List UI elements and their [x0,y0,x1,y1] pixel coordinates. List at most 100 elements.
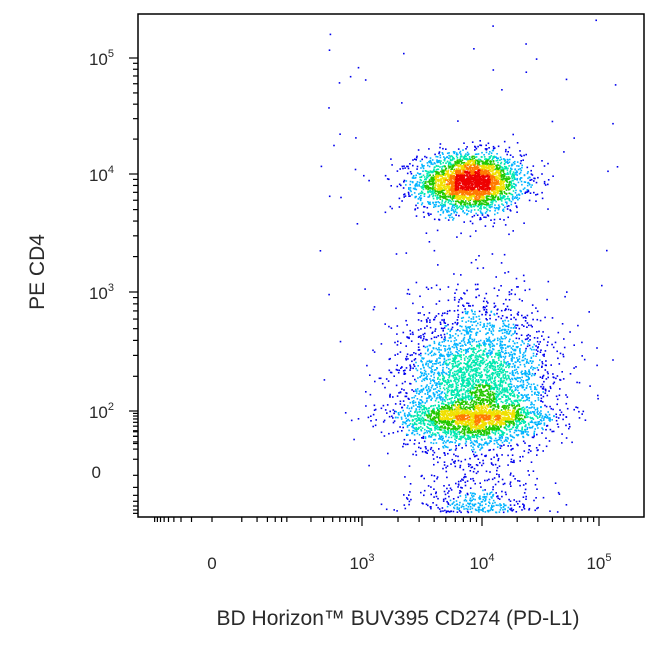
event-dot [471,374,473,376]
event-dot [474,440,477,443]
event-dot [449,441,452,443]
event-dot [494,305,497,307]
event-dot [414,410,417,412]
event-dot [516,211,518,213]
event-dot [497,443,499,445]
event-dot [446,510,448,513]
event-dot [428,148,430,150]
event-dot [508,383,511,385]
event-dot [427,386,430,388]
event-dot [461,478,463,481]
event-dot [423,407,426,410]
event-dot [439,156,442,159]
event-dot [392,421,395,424]
event-dot [465,390,468,392]
event-dot [455,387,458,389]
event-dot [500,392,503,395]
event-dot [533,180,535,182]
event-dot [558,363,561,365]
event-dot [475,472,478,475]
event-dot [500,158,503,161]
event-dot [416,415,418,418]
event-dot [516,196,518,199]
event-dot [473,396,475,399]
event-dot [496,354,499,357]
event-dot [481,379,483,381]
event-dot [525,347,527,350]
event-dot [464,367,467,369]
event-dot [530,362,533,364]
event-dot [530,421,532,423]
event-dot [468,156,471,158]
event-dot [508,375,510,377]
event-dot [529,360,532,362]
event-dot [413,352,415,354]
event-dot [460,389,463,392]
event-dot [427,410,430,412]
event-dot [414,415,416,417]
event-dot [425,156,428,159]
event-dot [429,448,432,451]
event-dot [384,386,386,389]
event-dot [470,511,473,513]
event-dot [475,391,477,393]
event-dot [499,444,501,447]
event-dot [462,368,464,370]
event-dot [463,157,466,159]
event-dot [524,372,527,375]
event-dot [448,490,450,492]
event-dot [478,349,480,352]
event-dot [437,173,439,175]
event-dot [510,183,513,185]
event-dot [487,202,490,205]
event-dot [493,218,496,221]
event-dot [477,145,479,148]
event-dot [411,423,414,425]
event-dot [486,340,488,342]
event-dot [420,429,423,432]
event-dot [549,428,552,431]
event-dot [512,174,514,177]
event-dot [507,385,510,387]
event-dot [540,394,542,396]
event-dot [509,398,511,400]
event-dot [508,205,510,207]
event-dot [524,365,526,368]
event-dot [525,396,528,398]
event-dot [436,386,438,388]
event-dot [396,353,399,355]
event-dot [554,341,557,344]
event-dot [469,159,472,161]
event-dot [488,501,490,503]
event-dot [503,324,506,326]
event-dot [463,381,465,384]
event-dot [477,458,480,460]
event-dot [462,349,465,352]
event-dot [485,343,487,345]
event-dot [444,509,446,512]
event-dot [475,369,478,371]
event-dot [510,314,512,316]
event-dot [453,296,456,299]
event-dot [470,309,473,311]
event-dot [464,484,467,487]
event-dot [489,398,491,400]
event-dot [496,159,499,162]
event-dot [516,425,518,428]
event-dot [439,457,441,459]
event-dot [374,408,377,411]
event-dot [503,377,505,380]
event-dot [420,428,422,431]
event-dot [497,380,500,382]
event-dot [516,394,519,396]
event-dot [428,344,431,347]
event-dot [457,496,459,499]
event-dot [499,165,502,167]
event-dot [498,352,501,354]
event-dot [526,361,529,364]
event-dot [474,310,476,313]
event-dot [517,401,519,404]
event-dot [504,400,507,402]
event-dot [437,201,439,203]
event-dot [406,414,409,416]
